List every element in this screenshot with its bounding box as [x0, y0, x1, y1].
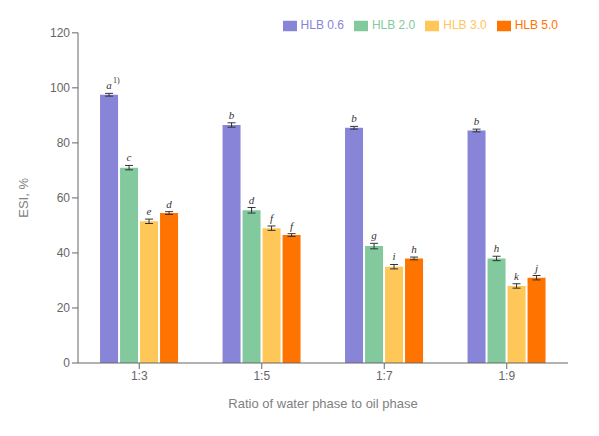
svg-text:80: 80 — [57, 136, 71, 150]
svg-text:ESI, %: ESI, % — [16, 178, 31, 218]
svg-text:h: h — [494, 242, 500, 254]
svg-text:60: 60 — [57, 191, 71, 205]
svg-text:k: k — [514, 270, 520, 282]
svg-text:c: c — [127, 151, 132, 163]
svg-text:h: h — [411, 243, 417, 255]
svg-text:a: a — [106, 79, 112, 91]
svg-text:0: 0 — [63, 356, 70, 370]
html-text:HLB 5.0: HLB 5.0 — [514, 18, 558, 32]
svg-text:1:5: 1:5 — [253, 369, 270, 383]
svg-text:d: d — [249, 194, 255, 206]
svg-text:j: j — [533, 262, 538, 274]
svg-text:e: e — [147, 205, 152, 217]
svg-text:b: b — [229, 109, 235, 121]
svg-text:40: 40 — [57, 246, 71, 260]
svg-text:120: 120 — [50, 26, 70, 40]
html-text:HLB 3.0: HLB 3.0 — [443, 18, 487, 32]
svg-text:d: d — [166, 198, 172, 210]
svg-text:f: f — [270, 212, 275, 224]
svg-text:100: 100 — [50, 81, 70, 95]
html-text:HLB 2.0: HLB 2.0 — [371, 18, 416, 32]
svg-text:f: f — [290, 220, 295, 232]
svg-text:g: g — [371, 229, 377, 241]
svg-text:1:7: 1:7 — [376, 369, 393, 383]
svg-text:b: b — [474, 115, 480, 127]
html-text:HLB 0.6: HLB 0.6 — [300, 18, 344, 32]
svg-text:20: 20 — [57, 301, 71, 315]
svg-text:Ratio of water phase to oil ph: Ratio of water phase to oil phase — [228, 396, 417, 411]
svg-text:1:9: 1:9 — [498, 369, 515, 383]
svg-text:1): 1) — [113, 76, 120, 85]
svg-text:1:3: 1:3 — [131, 369, 148, 383]
svg-text:b: b — [351, 112, 357, 124]
svg-text:i: i — [393, 250, 396, 262]
